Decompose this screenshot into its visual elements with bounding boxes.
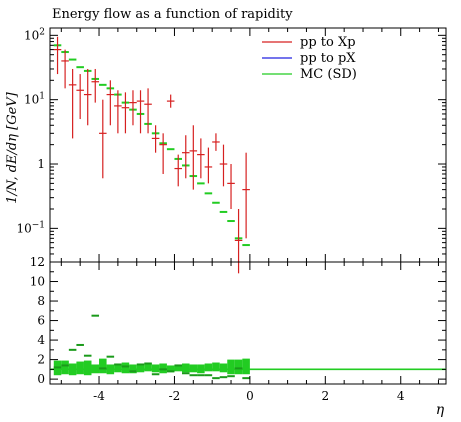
ratio-uncertainty-band xyxy=(121,362,130,374)
ratio-uncertainty-band xyxy=(182,363,190,373)
ratio-y-tick-label: 6 xyxy=(37,314,45,328)
y-tick-label: 101 xyxy=(24,92,45,107)
x-tick-label: -2 xyxy=(169,389,181,403)
y-axis-label: 1/N, dE/dη [GeV] xyxy=(5,91,20,203)
ratio-y-tick-label: 12 xyxy=(30,255,45,269)
data-point xyxy=(53,36,62,75)
ratio-x-axis: -4 -2 0 2 4 xyxy=(60,262,439,403)
ratio-uncertainty-band xyxy=(151,364,160,373)
data-point xyxy=(68,68,77,139)
ratio-y-tick-label: 2 xyxy=(37,353,45,367)
ratio-uncertainty-band xyxy=(129,364,137,374)
legend-label: pp to Xp xyxy=(300,35,356,50)
ratio-uncertainty-band xyxy=(106,364,115,375)
data-point xyxy=(114,90,122,134)
chart-title: Energy flow as a function of rapidity xyxy=(52,7,293,22)
ratio-uncertainty-band xyxy=(114,364,122,373)
y-tick-label: 1 xyxy=(37,157,45,171)
ratio-uncertainty-band xyxy=(144,363,152,372)
legend-label: pp to pX xyxy=(300,51,356,66)
data-point xyxy=(174,154,182,187)
data-point xyxy=(151,125,160,153)
data-point xyxy=(129,90,137,126)
main-plot-frame xyxy=(49,27,447,263)
legend-item: MC (SD) xyxy=(262,67,357,82)
x-tick-label: 0 xyxy=(246,389,254,403)
y-tick-label: 10−1 xyxy=(16,220,45,235)
ratio-y-tick-label: 4 xyxy=(37,333,45,347)
ratio-uncertainty-band xyxy=(219,363,228,373)
data-point xyxy=(144,88,152,134)
data-point xyxy=(159,133,167,174)
ratio-panel: 0 2 4 6 8 10 12 -4 -2 0 2 4 xyxy=(30,255,447,403)
y-tick-base: 10 xyxy=(24,93,39,107)
y-tick-exponent: −1 xyxy=(32,220,45,230)
y-tick-label: 102 xyxy=(24,27,45,42)
ratio-y-tick-label: 10 xyxy=(30,275,45,289)
ratio-uncertainty-band xyxy=(61,360,69,375)
data-point xyxy=(76,74,84,120)
ratio-plot-frame xyxy=(49,261,447,385)
ratio-uncertainty-band xyxy=(212,362,220,372)
main-series xyxy=(53,36,250,274)
y-tick-exponent: 1 xyxy=(39,92,45,102)
y-tick-base: 10 xyxy=(16,221,31,235)
data-point xyxy=(121,92,130,134)
legend-item: pp to pX xyxy=(262,51,356,66)
data-point xyxy=(242,152,250,239)
data-point xyxy=(91,68,100,103)
ratio-uncertainty-band xyxy=(189,364,198,373)
data-point xyxy=(106,80,115,126)
data-point xyxy=(219,144,228,187)
data-point xyxy=(212,133,220,151)
data-point xyxy=(99,99,107,179)
ratio-uncertainty-band xyxy=(234,359,243,375)
x-axis-label: η xyxy=(436,402,445,418)
data-point xyxy=(204,147,213,184)
y-tick-exponent: 2 xyxy=(39,27,45,37)
y-tick-base: 1 xyxy=(37,157,45,171)
ratio-uncertainty-band xyxy=(68,363,77,376)
ratio-uncertainty-band xyxy=(227,359,235,375)
ratio-uncertainty-band xyxy=(197,364,205,374)
legend-label: MC (SD) xyxy=(300,67,357,82)
legend-item: pp to Xp xyxy=(262,35,356,50)
ratio-y-tick-label: 8 xyxy=(37,294,45,308)
data-point xyxy=(182,135,190,179)
ratio-uncertainty-band xyxy=(136,365,145,373)
ratio-uncertainty-band xyxy=(83,360,92,376)
ratio-content xyxy=(50,314,446,380)
data-point xyxy=(189,125,198,190)
x-tick-label: 4 xyxy=(397,389,405,403)
ratio-uncertainty-band xyxy=(166,365,175,373)
data-point xyxy=(136,90,145,134)
ratio-uncertainty-band xyxy=(204,363,213,372)
ratio-uncertainty-band xyxy=(99,358,107,374)
ratio-uncertainty-band xyxy=(174,364,182,372)
ratio-uncertainty-band xyxy=(91,364,100,374)
main-x-ticks xyxy=(60,28,439,262)
data-point xyxy=(83,68,92,126)
data-point xyxy=(166,94,175,108)
ratio-uncertainty-band xyxy=(242,358,250,375)
x-tick-label: 2 xyxy=(321,389,329,403)
data-point xyxy=(234,208,243,274)
ratio-y-tick-label: 0 xyxy=(37,372,45,386)
data-point xyxy=(61,49,69,89)
y-tick-base: 10 xyxy=(24,28,39,42)
ratio-y-axis: 0 2 4 6 8 10 12 xyxy=(30,255,446,386)
x-tick-label: -4 xyxy=(93,389,105,403)
ratio-uncertainty-band xyxy=(76,361,84,375)
data-point xyxy=(197,138,205,179)
data-point xyxy=(227,164,235,209)
